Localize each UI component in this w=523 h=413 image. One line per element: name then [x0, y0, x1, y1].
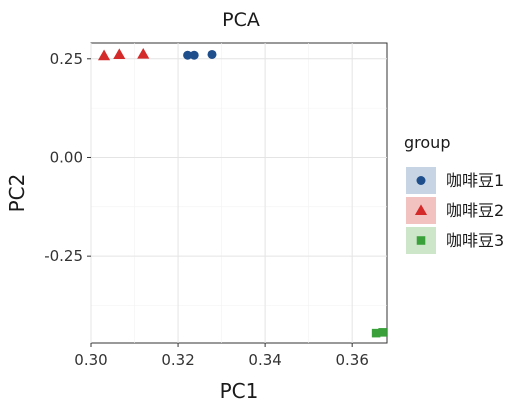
x-axis-label: PC1 [220, 379, 259, 403]
legend-label-1: 咖啡豆1 [446, 171, 504, 190]
data-point-series-2 [97, 49, 111, 61]
x-tick-label: 0.32 [161, 351, 194, 369]
x-tick-label: 0.36 [335, 351, 368, 369]
y-tick-label: -0.25 [44, 247, 83, 265]
legend-marker-2 [414, 204, 428, 216]
data-point-series-2 [137, 47, 150, 59]
axis-ticks: 0.30 0.32 0.34 0.36 0.25 0.00 -0.25 [44, 50, 369, 369]
chart-title: PCA [222, 9, 260, 31]
legend-marker-1 [416, 176, 426, 185]
data-point-series-1 [207, 49, 217, 59]
legend-label-3: 咖啡豆3 [446, 231, 504, 250]
data-points [97, 47, 387, 338]
data-point-series-2 [113, 48, 126, 60]
y-tick-label: 0.25 [50, 50, 83, 68]
data-point-series-1 [189, 50, 199, 60]
data-point-series-1 [183, 50, 193, 60]
x-tick-label: 0.30 [74, 351, 107, 369]
y-tick-label: 0.00 [50, 148, 83, 166]
grid-lines [90, 43, 387, 343]
legend-title: group [404, 133, 450, 152]
y-axis-label: PC2 [5, 174, 29, 213]
legend: 咖啡豆1 咖啡豆2 咖啡豆3 [406, 167, 504, 254]
data-point-series-3 [378, 328, 387, 337]
legend-label-2: 咖啡豆2 [446, 201, 504, 220]
x-tick-label: 0.34 [248, 351, 281, 369]
legend-marker-3 [416, 236, 426, 245]
data-point-series-3 [371, 328, 381, 338]
plot-panel [90, 42, 388, 344]
